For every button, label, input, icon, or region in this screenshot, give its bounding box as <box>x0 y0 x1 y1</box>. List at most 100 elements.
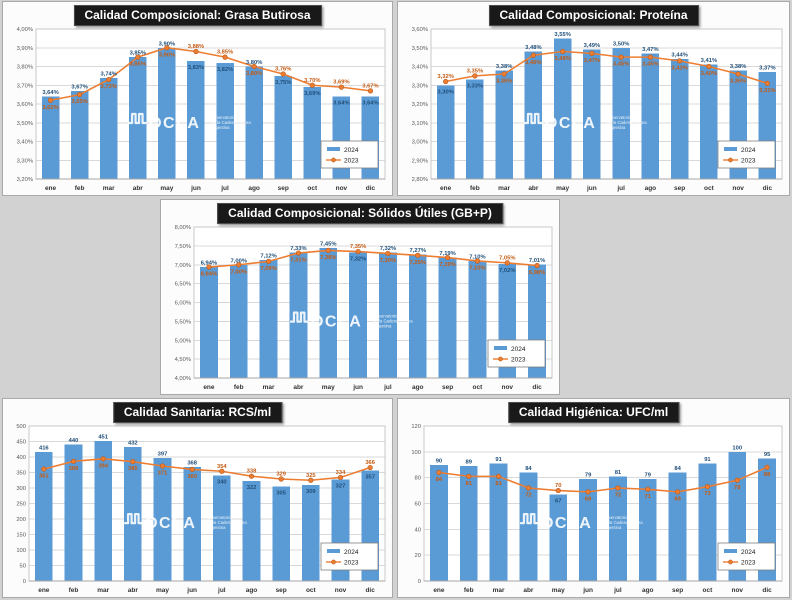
marker-ene <box>206 264 212 270</box>
y-tick-label: 6,50% <box>175 282 191 288</box>
x-tick-label-mar: mar <box>97 587 109 594</box>
y-tick-label: 100 <box>411 450 421 456</box>
x-tick-label-may: may <box>556 185 569 192</box>
y-tick-label: 8,00% <box>175 225 191 231</box>
label-2023-sep: 3,43% <box>671 65 687 71</box>
marker-feb <box>466 473 472 479</box>
y-tick-label: 3,50% <box>412 46 428 52</box>
label-2024-jul: 340 <box>217 480 227 486</box>
bar-mar <box>99 77 118 179</box>
bar-oct <box>303 87 322 179</box>
label-2023-feb: 81 <box>466 481 473 487</box>
line-2023 <box>438 466 768 493</box>
label-2024-mar: 3,38% <box>496 64 512 70</box>
legend-box <box>717 542 776 571</box>
legend-marker-2023 <box>728 559 733 565</box>
marker-may <box>164 45 170 51</box>
label-2023-may: 3,90% <box>159 52 175 58</box>
marker-ago <box>645 486 651 492</box>
marker-nov <box>735 71 741 77</box>
x-axis-tick-labels: ene feb mar abr may jun jul ago sep oct nov dic <box>203 384 542 391</box>
label-2024-ene: 3,30% <box>437 89 453 95</box>
y-tick-label: 0 <box>23 579 26 585</box>
bar-may <box>553 38 572 179</box>
legend: 2024 2023 <box>717 140 776 169</box>
y-tick-label: 3,20% <box>412 102 428 108</box>
x-tick-label-mar: mar <box>103 185 115 192</box>
watermark-lines: Observatorio de la Cadena Láctea Argentina <box>207 515 247 530</box>
bar-jul <box>612 47 630 179</box>
watermark-brand: OCLA <box>149 115 200 132</box>
marker-jun <box>355 248 361 255</box>
marker-feb <box>70 458 77 464</box>
label-2023-sep: 3,76% <box>275 67 291 73</box>
marker-mar <box>106 77 112 83</box>
marker-abr <box>130 459 136 465</box>
label-2024-ene: 416 <box>39 446 49 452</box>
bar-feb <box>64 444 83 581</box>
label-2023-ago: 7,25% <box>410 260 426 266</box>
y-tick-label: 3,60% <box>17 102 33 108</box>
x-tick-label-oct: oct <box>306 587 317 594</box>
bar-ago <box>242 481 261 581</box>
marker-oct <box>474 258 481 264</box>
y-tick-label: 0 <box>418 579 421 585</box>
label-2023-jul: 3,85% <box>217 50 233 56</box>
bar-ene <box>41 96 60 179</box>
label-2024-dic: 7,01% <box>529 258 545 264</box>
marker-may <box>560 48 566 55</box>
label-2024-nov: 3,38% <box>730 64 746 70</box>
x-tick-label-ene: ene <box>433 587 445 594</box>
y-tick-label: 3,10% <box>412 121 428 127</box>
bar-ago <box>245 66 263 179</box>
bar-sep <box>274 75 292 179</box>
label-2023-oct: 7,10% <box>469 265 485 271</box>
marker-mar <box>100 456 106 462</box>
label-2024-oct: 3,41% <box>701 58 717 64</box>
label-2023-jun: 69 <box>585 496 592 502</box>
label-2023-nov: 3,69% <box>333 80 349 86</box>
x-tick-label-may: may <box>160 185 173 192</box>
label-2023-feb: 7,00% <box>231 269 247 275</box>
bar-feb <box>70 90 89 179</box>
marker-may <box>555 487 561 494</box>
x-tick-label-sep: sep <box>442 384 453 391</box>
label-2023-abr: 3,46% <box>525 60 541 66</box>
bar-ene <box>429 464 448 581</box>
watermark: OCLA Observatorio de la Cadena Láctea Argen… <box>523 112 647 132</box>
label-2023-mar: 394 <box>98 463 108 469</box>
panel-proteina: Calidad Composicional: Proteína 3,60% 3,5… <box>397 1 790 196</box>
x-tick-label-feb: feb <box>234 384 244 391</box>
y-tick-label: 250 <box>16 502 26 508</box>
legend-label-2024: 2024 <box>344 147 359 154</box>
x-tick-label-jul: jul <box>383 384 392 391</box>
label-2023-feb: 3,35% <box>467 68 483 74</box>
label-2024-ago: 3,80% <box>246 60 262 66</box>
watermark-brand: OCLA <box>145 515 196 532</box>
x-tick-label-jul: jul <box>616 185 625 192</box>
y-tick-label: 50 <box>20 564 26 570</box>
label-2024-oct: 309 <box>306 489 316 495</box>
y-axis-tick-labels: 3,60% 3,50% 3,40% 3,30% 3,20% 3,10% 3,00% 2,90%… <box>412 27 428 183</box>
x-tick-label-ago: ago <box>642 587 654 594</box>
y-tick-label: 350 <box>16 471 26 477</box>
bar-feb <box>459 466 478 581</box>
data-labels-2024: 3,64% 3,67% 3,74% 3,85% 3,90% 3,83% 3,82% 3,80%… <box>42 41 378 106</box>
data-labels-2024: 6,94% 7,00% 7,12% 7,33% 7,45% 7,32% 7,32% 7,27%… <box>201 241 546 274</box>
label-2023-dic: 3,31% <box>759 88 775 94</box>
marker-jul <box>618 54 624 60</box>
marker-sep <box>674 489 681 495</box>
x-tick-label-sep: sep <box>672 587 683 594</box>
label-2024-may: 67 <box>555 498 561 504</box>
bar-sep <box>670 59 689 179</box>
x-tick-label-oct: oct <box>307 185 318 192</box>
x-tick-label-jun: jun <box>186 587 197 594</box>
x-tick-label-oct: oct <box>473 384 484 391</box>
watermark: OCLA Observatorio de la Cadena Láctea Argen… <box>519 512 643 532</box>
label-2023-may: 3,48% <box>554 56 570 62</box>
bar-sep <box>438 257 457 378</box>
data-labels-2023: 3,32% 3,35% 3,36% 3,46% 3,48% 3,47% 3,45% 3,45%… <box>437 56 775 94</box>
y-tick-label: 60 <box>415 502 421 508</box>
label-2023-jun: 7,35% <box>350 244 366 250</box>
ocla-wave-icon <box>519 512 539 525</box>
